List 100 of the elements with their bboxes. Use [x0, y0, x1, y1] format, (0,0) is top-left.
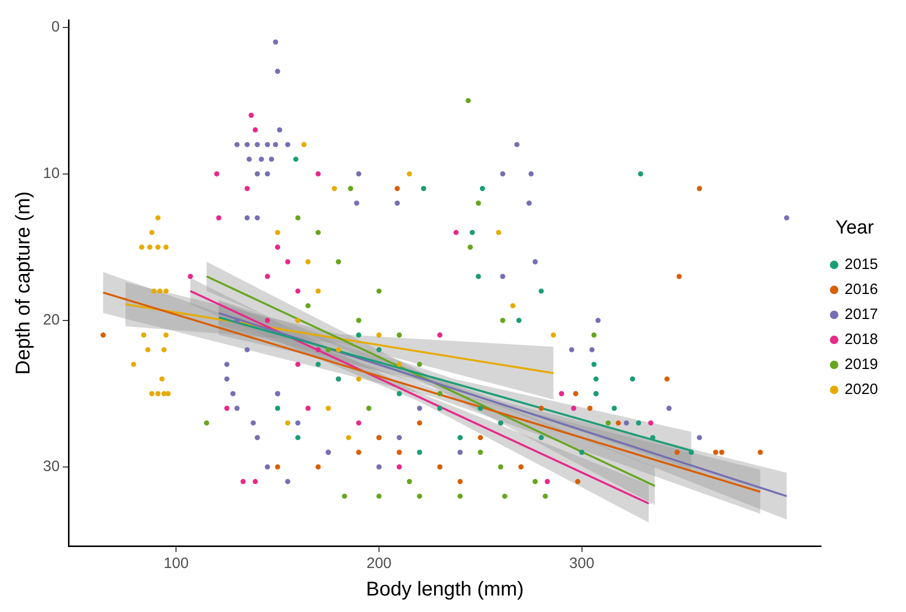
point: [161, 347, 167, 352]
point: [416, 450, 422, 455]
point: [542, 494, 548, 499]
point: [476, 274, 481, 280]
point: [332, 186, 337, 192]
point: [151, 288, 156, 294]
y-tick-label: 30: [42, 458, 60, 476]
legend-label: 2018: [844, 331, 878, 348]
point: [437, 391, 442, 396]
point: [591, 362, 597, 367]
point: [532, 259, 538, 264]
point: [713, 450, 718, 455]
point: [285, 259, 290, 264]
point: [268, 156, 274, 162]
point: [538, 434, 544, 440]
point: [159, 376, 165, 382]
point: [234, 142, 240, 148]
point: [569, 347, 574, 352]
point: [624, 420, 630, 426]
point: [630, 376, 636, 382]
point: [396, 332, 402, 338]
point: [396, 391, 402, 396]
point: [254, 434, 260, 440]
point: [406, 171, 412, 176]
point: [244, 186, 250, 192]
point: [264, 318, 270, 323]
point: [406, 478, 412, 484]
point: [295, 420, 300, 426]
point: [274, 230, 280, 236]
point: [376, 288, 382, 294]
point: [149, 230, 154, 236]
point: [502, 494, 508, 499]
legend-label: 2015: [844, 256, 878, 274]
point: [466, 98, 471, 104]
point: [470, 230, 475, 236]
point: [437, 332, 442, 338]
point: [248, 112, 254, 118]
point: [244, 215, 250, 220]
point: [254, 171, 260, 176]
point: [638, 171, 644, 176]
point: [230, 391, 236, 396]
point: [376, 332, 382, 338]
point: [139, 244, 144, 250]
point: [336, 347, 342, 352]
point: [550, 332, 556, 338]
point: [500, 318, 506, 323]
point: [616, 420, 621, 426]
point: [250, 420, 256, 426]
point: [538, 406, 544, 411]
point: [244, 347, 250, 352]
point: [480, 186, 486, 192]
point: [285, 142, 290, 148]
point: [234, 406, 240, 411]
point: [518, 464, 524, 470]
point: [155, 391, 161, 396]
point: [356, 376, 362, 382]
point: [285, 420, 290, 426]
point: [356, 171, 362, 176]
point: [272, 142, 278, 148]
point: [336, 259, 342, 264]
point: [163, 244, 169, 250]
point: [478, 406, 483, 411]
point: [396, 464, 402, 470]
point: [295, 215, 300, 220]
point: [346, 434, 352, 440]
point: [394, 200, 400, 206]
x-tick-label: 100: [164, 555, 189, 572]
point: [589, 347, 595, 352]
point: [571, 406, 576, 411]
point: [224, 406, 230, 411]
point: [316, 288, 321, 294]
legend-label: 2017: [844, 306, 878, 324]
point: [396, 434, 402, 440]
point: [234, 318, 240, 323]
point: [532, 478, 538, 484]
point: [376, 464, 382, 470]
point: [305, 406, 311, 411]
point: [453, 230, 459, 236]
point: [478, 450, 483, 455]
point: [437, 406, 442, 411]
point: [274, 406, 280, 411]
point: [100, 332, 106, 338]
point: [316, 171, 321, 176]
point: [606, 420, 611, 426]
point: [416, 494, 422, 499]
point: [636, 420, 642, 426]
point: [163, 288, 169, 294]
point: [758, 450, 763, 455]
point: [258, 156, 264, 162]
point: [293, 156, 298, 162]
point: [141, 332, 146, 338]
point: [696, 186, 702, 192]
point: [500, 274, 506, 280]
point: [648, 420, 654, 426]
point: [356, 450, 362, 455]
point: [476, 200, 481, 206]
y-tick-label: 0: [51, 18, 60, 36]
point: [676, 274, 682, 280]
point: [558, 391, 564, 396]
point: [214, 171, 220, 176]
